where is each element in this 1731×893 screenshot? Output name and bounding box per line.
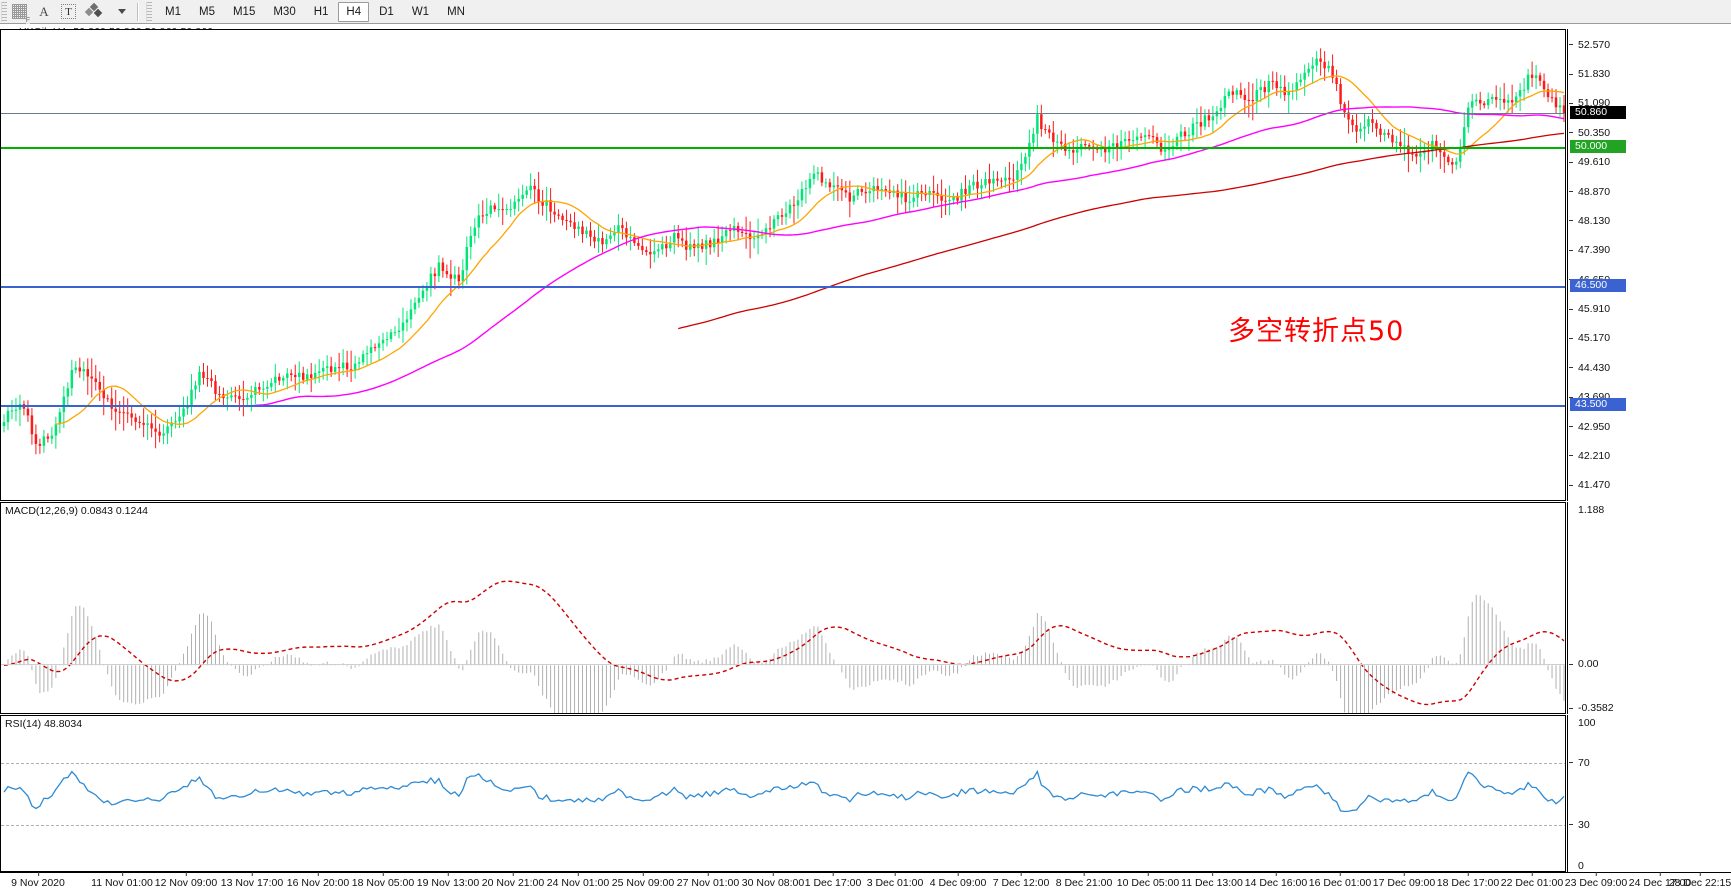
shapes-tool-button[interactable] <box>81 1 108 23</box>
timeframe-mn[interactable]: MN <box>447 5 465 18</box>
time-tick: 18 Dec 17:00 <box>1436 872 1500 889</box>
price-tick: 52.570 <box>1568 39 1731 51</box>
time-tick: 24 Dec 17:00 <box>1628 872 1692 889</box>
price-plot-area[interactable] <box>1 30 1565 500</box>
price-tick: 48.130 <box>1568 215 1731 227</box>
timeframe-m30[interactable]: M30 <box>273 5 296 18</box>
macd-plot-area[interactable] <box>1 503 1565 713</box>
rsi-level-70 <box>1 762 1565 764</box>
time-tick: 30 Nov 08:00 <box>741 872 805 889</box>
price-tick: 44.430 <box>1568 362 1731 374</box>
rsi-level-30 <box>1 824 1565 826</box>
last-price-badge: 50.860 <box>1570 106 1626 120</box>
time-axis[interactable]: 9 Nov 2020 11 Nov 01:00 12 Nov 09:00 13 Nov… <box>0 872 1731 893</box>
price-chart-pane[interactable]: 多空转折点50 <box>0 29 1566 501</box>
price-tick: 50.350 <box>1568 127 1731 139</box>
price-tick: 45.170 <box>1568 332 1731 344</box>
macd-axis[interactable]: 1.188 0.00 -0.3582 <box>1567 502 1731 714</box>
time-tick: 11 Nov 01:00 <box>91 872 153 889</box>
level-46500-badge: 46.500 <box>1570 279 1626 293</box>
macd-tick: 1.188 <box>1578 504 1605 516</box>
macd-tick: 0.00 <box>1568 658 1731 670</box>
time-tick: 19 Nov 13:00 <box>416 872 480 889</box>
chart-annotation-text: 多空转折点50 <box>1228 316 1405 347</box>
rsi-label: RSI(14) 48.8034 <box>5 718 83 730</box>
timeframe-toolbar-grip[interactable] <box>146 1 152 22</box>
price-tick: 45.910 <box>1568 303 1731 315</box>
time-tick: 20 Nov 21:00 <box>481 872 545 889</box>
letter-a-icon: A <box>39 3 49 19</box>
price-tick: 47.390 <box>1568 244 1731 256</box>
shapes-icon <box>84 2 103 19</box>
support-46500[interactable] <box>1 285 1565 288</box>
rsi-tick: 0 <box>1578 860 1584 872</box>
time-tick: 28 Dec 22:15 <box>1668 872 1731 889</box>
rsi-plot-area[interactable] <box>1 716 1565 871</box>
macd-label: MACD(12,26,9) 0.0843 0.1244 <box>5 505 149 517</box>
timeframe-h1[interactable]: H1 <box>313 5 329 18</box>
price-tick: 41.470 <box>1568 479 1731 491</box>
letter-t-boxed-icon: T <box>61 4 76 19</box>
time-tick: 24 Nov 01:00 <box>546 872 610 889</box>
support-43500[interactable] <box>1 404 1565 407</box>
crosshair-f-icon <box>12 4 31 24</box>
price-tick: 51.830 <box>1568 68 1731 80</box>
timeframe-m1[interactable]: M1 <box>165 5 181 18</box>
shapes-dropdown-button[interactable] <box>108 1 132 23</box>
timeframe-group: M1 M5 M15 M30 H1 H4 D1 W1 MN <box>156 1 474 22</box>
time-tick: 4 Dec 09:00 <box>929 872 987 889</box>
rsi-tick: 100 <box>1578 717 1596 729</box>
text-tool-button[interactable]: A <box>32 1 56 23</box>
macd-zero-line <box>1 664 1565 666</box>
timeframe-h4[interactable]: H4 <box>338 1 370 22</box>
rsi-pane[interactable]: RSI(14) 48.8034 <box>0 715 1566 872</box>
time-tick: 11 Dec 13:00 <box>1181 872 1243 889</box>
chevron-down-icon <box>117 9 126 14</box>
toolbar-divider <box>137 2 139 21</box>
time-tick: 17 Dec 09:00 <box>1372 872 1436 889</box>
time-tick: 9 Nov 2020 <box>11 872 65 889</box>
time-tick: 23 Dec 09:00 <box>1564 872 1628 889</box>
time-tick: 14 Dec 16:00 <box>1244 872 1308 889</box>
toolbar-grip[interactable] <box>1 1 7 22</box>
price-tick: 42.210 <box>1568 450 1731 462</box>
rsi-axis[interactable]: 100 70 30 0 <box>1567 715 1731 872</box>
time-tick: 3 Dec 01:00 <box>866 872 924 889</box>
timeframe-w1[interactable]: W1 <box>411 5 430 18</box>
timeframe-m5[interactable]: M5 <box>198 5 215 18</box>
price-tick: 42.950 <box>1568 421 1731 433</box>
crosshair-tool-button[interactable] <box>7 1 32 24</box>
time-tick: 25 Nov 09:00 <box>611 872 675 889</box>
rsi-tick: 70 <box>1568 757 1731 769</box>
main-toolbar: A T M1 M5 M15 M30 H1 H4 D1 W1 MN <box>0 0 1731 24</box>
support-50[interactable] <box>1 146 1565 149</box>
time-tick: 27 Nov 01:00 <box>676 872 740 889</box>
price-tick: 49.610 <box>1568 156 1731 168</box>
time-tick: 18 Nov 05:00 <box>351 872 415 889</box>
time-tick: 16 Dec 01:00 <box>1308 872 1372 889</box>
time-tick: 1 Dec 17:00 <box>804 872 862 889</box>
text-box-tool-button[interactable]: T <box>56 1 81 23</box>
last-price-line[interactable] <box>1 112 1565 114</box>
level-43500-badge: 43.500 <box>1570 398 1626 412</box>
time-tick: 12 Nov 09:00 <box>154 872 218 889</box>
price-tick: 48.870 <box>1568 186 1731 198</box>
timeframe-d1[interactable]: D1 <box>379 5 394 18</box>
level-50-badge: 50.000 <box>1570 140 1626 154</box>
macd-tick: -0.3582 <box>1568 702 1731 714</box>
time-tick: 7 Dec 12:00 <box>992 872 1050 889</box>
time-tick: 22 Dec 01:00 <box>1500 872 1564 889</box>
time-tick: 13 Nov 17:00 <box>220 872 284 889</box>
timeframe-m15[interactable]: M15 <box>232 5 256 18</box>
time-tick: 8 Dec 21:00 <box>1055 872 1113 889</box>
price-axis[interactable]: 52.570 51.830 51.090 50.350 49.610 48.870 48.1… <box>1567 29 1731 501</box>
time-tick: 10 Dec 05:00 <box>1116 872 1180 889</box>
rsi-tick: 30 <box>1568 819 1731 831</box>
time-tick: 16 Nov 20:00 <box>286 872 350 889</box>
macd-pane[interactable]: MACD(12,26,9) 0.0843 0.1244 <box>0 502 1566 714</box>
